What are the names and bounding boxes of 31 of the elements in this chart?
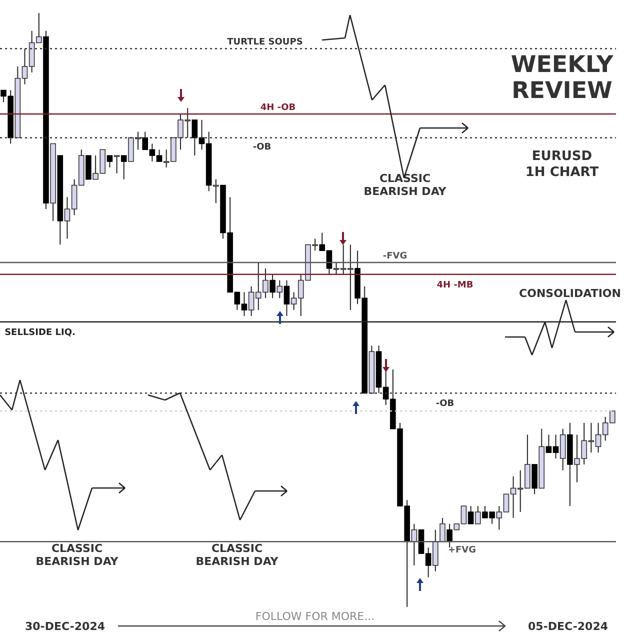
annotation: CLASSIC BEARISH DAY (364, 172, 448, 198)
candlestick (440, 517, 446, 542)
ref-line-label: 4H -MB (436, 280, 474, 290)
candlestick (532, 464, 538, 495)
text: 05-DEC-2024 (528, 620, 608, 633)
text: EURUSD 1H CHART (525, 149, 599, 180)
candlestick (276, 280, 283, 299)
candlestick (270, 274, 276, 299)
text: 30-DEC-2024 (24, 620, 106, 633)
ref-line-label: SELLSIDE LIQ. (4, 328, 76, 338)
ref-line-label: -OB (252, 142, 272, 153)
candlestick (86, 155, 92, 180)
candlestick (474, 506, 481, 524)
annotation: CLASSIC BEARISH DAY (196, 542, 280, 568)
annotation: CLASSIC BEARISH DAY (36, 542, 120, 568)
candlestick (468, 506, 474, 524)
candlestick (114, 155, 120, 174)
candlestick (284, 280, 290, 316)
ref-line-label: TURTLE SOUPS (227, 38, 303, 48)
ref-line-label: 4H -OB (260, 102, 296, 113)
candlestick (560, 428, 566, 471)
text: WEEKLY REVIEW (510, 52, 614, 104)
ref-line-label: -OB (436, 399, 454, 410)
ref-line-label: +FVG (448, 546, 476, 556)
candlestick (213, 178, 219, 204)
text: FOLLOW FOR MORE... (255, 610, 375, 623)
candlestick (432, 529, 438, 572)
annotation: CONSOLIDATION (519, 287, 621, 300)
ref-line-label: -FVG (382, 251, 408, 262)
candlestick (120, 155, 127, 180)
candlestick (106, 155, 113, 168)
